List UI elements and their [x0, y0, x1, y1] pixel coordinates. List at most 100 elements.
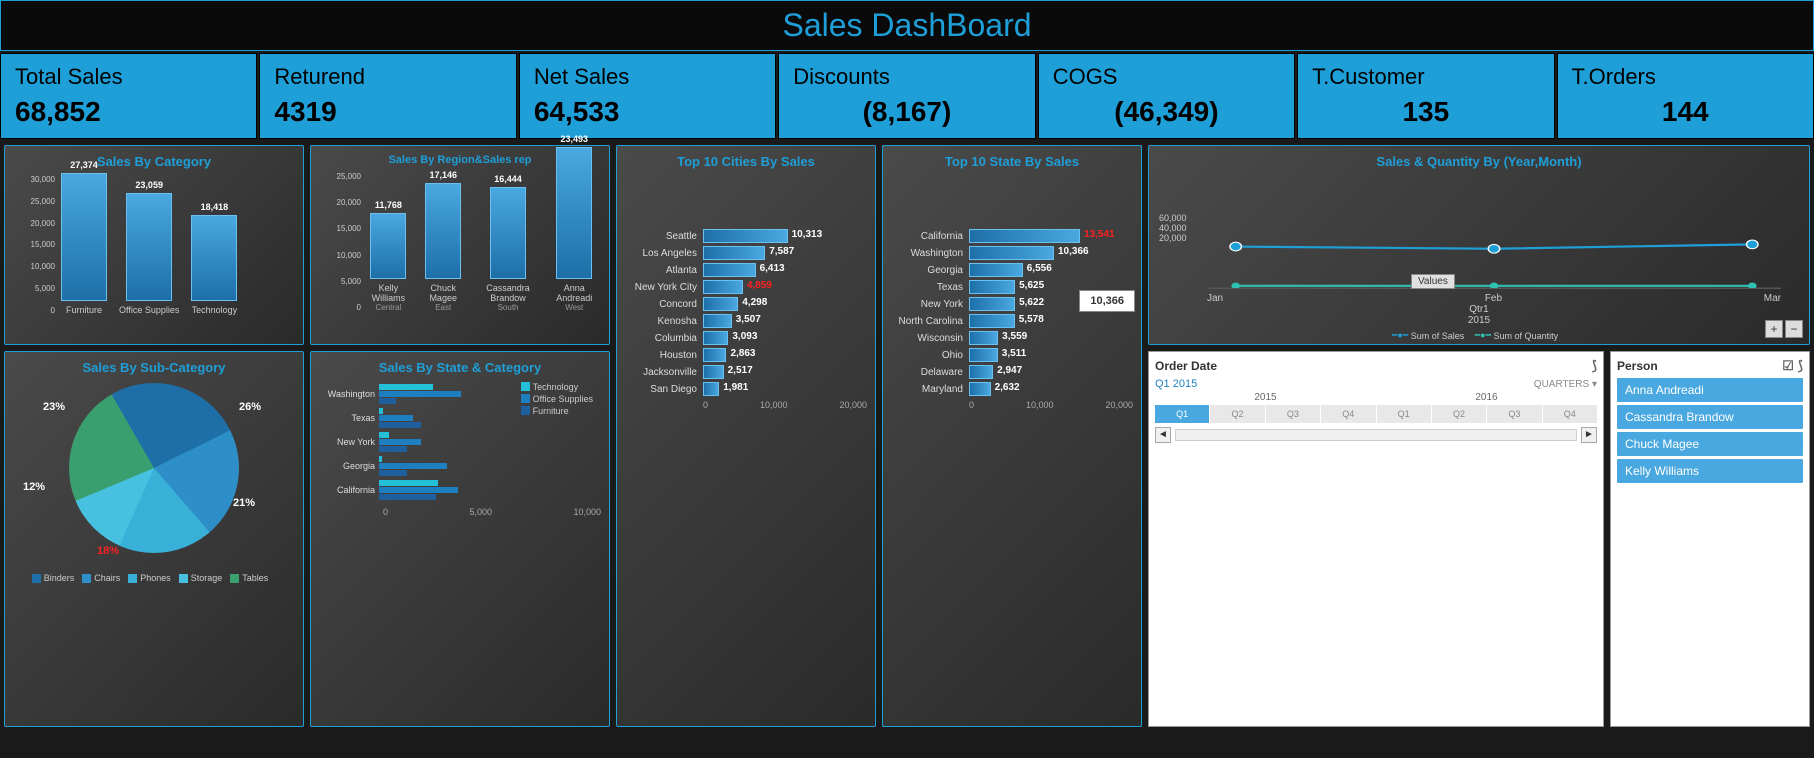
grouped-bar-row: Texas: [319, 407, 521, 429]
person-item[interactable]: Cassandra Brandow: [1617, 405, 1803, 429]
kpi-card: Total Sales 68,852: [0, 53, 257, 139]
y-tick: 40,000: [1159, 223, 1187, 233]
hbar-row: Columbia3,093: [625, 331, 867, 345]
panel-title: Top 10 Cities By Sales: [625, 154, 867, 169]
kpi-label: COGS: [1053, 64, 1280, 90]
hbar-row: Ohio3,511: [891, 348, 1133, 362]
panel-sales-by-category: Sales By Category 30,00025,00020,00015,0…: [4, 145, 304, 345]
quarter-button[interactable]: Q2: [1210, 405, 1264, 423]
kpi-value: 64,533: [534, 96, 761, 128]
clear-filter-icon[interactable]: ⟆: [1798, 358, 1803, 374]
scrollbar[interactable]: [1175, 429, 1577, 441]
pie-chart: [69, 383, 239, 553]
kpi-label: Net Sales: [534, 64, 761, 90]
zoom-out-button[interactable]: −: [1785, 320, 1803, 338]
bar-area: 11,768Kelly WilliamsCentral17,146Chuck M…: [367, 172, 597, 312]
legend-item: Tables: [230, 573, 268, 583]
clear-filter-icon[interactable]: ⟆: [1592, 358, 1597, 374]
kpi-label: T.Customer: [1312, 64, 1539, 90]
grouped-bar-row: Georgia: [319, 455, 521, 477]
kpi-value: 135: [1312, 96, 1539, 128]
person-item[interactable]: Chuck Magee: [1617, 432, 1803, 456]
kpi-row: Total Sales 68,852 Returend4319 Net Sales 64…: [0, 51, 1814, 141]
pie-slice-label: 23%: [43, 401, 65, 413]
panel-top-states: Top 10 State By Sales California13,541Wa…: [882, 145, 1142, 727]
kpi-value: 68,852: [15, 96, 242, 128]
legend-item: Binders: [32, 573, 75, 583]
legend-item: ━●━ Sum of Quantity: [1475, 330, 1558, 341]
kpi-card: T.Orders 144: [1557, 53, 1814, 139]
bar: 23,059Office Supplies: [119, 193, 179, 315]
quarter-button[interactable]: Q1: [1155, 405, 1209, 423]
hbar-row: Washington10,366: [891, 246, 1133, 260]
grouped-bar-row: Washington: [319, 383, 521, 405]
y-axis: 25,00020,00015,00010,0005,0000: [321, 172, 361, 312]
hbar-row: New York City4,859: [625, 280, 867, 294]
kpi-label: Total Sales: [15, 64, 242, 90]
quarter-button[interactable]: Q3: [1487, 405, 1541, 423]
hbar-row: California13,541: [891, 229, 1133, 243]
x-tick: Jan: [1207, 293, 1223, 304]
quarter-button[interactable]: Q3: [1266, 405, 1320, 423]
multiselect-icon[interactable]: ☑: [1782, 358, 1794, 374]
bar: 16,444Cassandra BrandowSouth: [477, 187, 540, 312]
hbar-row: Kenosha3,507: [625, 314, 867, 328]
pie-slice-label: 21%: [233, 497, 255, 509]
hbar-row: Houston2,863: [625, 348, 867, 362]
mode-dropdown[interactable]: QUARTERS ▾: [1534, 379, 1597, 390]
hbar-row: North Carolina5,578: [891, 314, 1133, 328]
legend-item: Chairs: [82, 573, 120, 583]
year-label: 2015: [1157, 315, 1801, 326]
bar: 18,418Technology: [191, 215, 237, 315]
panel-top-cities: Top 10 Cities By Sales Seattle10,313Los …: [616, 145, 876, 727]
quarter-button[interactable]: Q1: [1377, 405, 1431, 423]
kpi-card: T.Customer 135: [1297, 53, 1554, 139]
bar-area: 27,374Furniture 23,059Office Supplies 18,4…: [61, 175, 291, 315]
hbar-row: Georgia6,556: [891, 263, 1133, 277]
grouped-bar-row: New York: [319, 431, 521, 453]
x-axis: 010,00020,000: [969, 400, 1133, 410]
x-tick: Mar: [1764, 293, 1781, 304]
hbar-row: Wisconsin3,559: [891, 331, 1133, 345]
pie-slice-label: 12%: [23, 481, 45, 493]
panel-title: Sales By Category: [13, 154, 295, 169]
kpi-card: Discounts(8,167): [778, 53, 1035, 139]
legend-item: ━●━ Sum of Sales: [1392, 330, 1464, 341]
x-axis: 010,00020,000: [703, 400, 867, 410]
slicer-title: Order Date: [1155, 359, 1217, 373]
y-tick: 60,000: [1159, 213, 1187, 223]
panel-sales-by-region: Sales By Region&Sales rep 25,00020,00015…: [310, 145, 610, 345]
bar: 17,146Chuck MageeEast: [422, 183, 465, 312]
quarter-button[interactable]: Q2: [1432, 405, 1486, 423]
grouped-bar-row: California: [319, 479, 521, 501]
pie-slice-label: 18%: [97, 545, 119, 557]
bar: 27,374Furniture: [61, 173, 107, 315]
slicer-title: Person: [1617, 359, 1658, 373]
panel-title: Sales By Sub-Category: [13, 360, 295, 375]
person-item[interactable]: Kelly Williams: [1617, 459, 1803, 483]
quarter-button[interactable]: Q4: [1543, 405, 1597, 423]
kpi-card: Net Sales 64,533: [519, 53, 776, 139]
hbar-row: Concord4,298: [625, 297, 867, 311]
legend: Technology Office Supplies Furniture: [521, 381, 601, 503]
kpi-value: 144: [1572, 96, 1799, 128]
panel-title: Sales By State & Category: [319, 360, 601, 375]
tooltip: 10,366: [1079, 290, 1135, 312]
prev-button[interactable]: ◄: [1155, 427, 1171, 443]
slicer-person[interactable]: Person ☑ ⟆ Anna Andreadi Cassandra Brando…: [1610, 351, 1810, 727]
y-tick: 20,000: [1159, 233, 1187, 243]
kpi-label: T.Orders: [1572, 64, 1799, 90]
zoom-in-button[interactable]: +: [1765, 320, 1783, 338]
year-label: 2016: [1376, 392, 1597, 403]
values-label: Values: [1411, 274, 1455, 289]
next-button[interactable]: ►: [1581, 427, 1597, 443]
quarter-button[interactable]: Q4: [1321, 405, 1375, 423]
person-item[interactable]: Anna Andreadi: [1617, 378, 1803, 402]
slicer-order-date[interactable]: Order Date ⟆ Q1 2015 QUARTERS ▾ 2015 201…: [1148, 351, 1604, 727]
panel-sales-by-state-category: Sales By State & Category Washington Tex…: [310, 351, 610, 727]
hbar-row: Jacksonville2,517: [625, 365, 867, 379]
kpi-card: Returend4319: [259, 53, 516, 139]
hbar-row: Los Angeles7,587: [625, 246, 867, 260]
legend-item: Storage: [179, 573, 223, 583]
kpi-label: Returend: [274, 64, 501, 90]
